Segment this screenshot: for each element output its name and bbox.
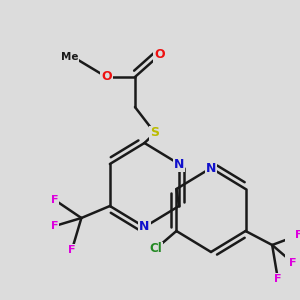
Text: F: F	[68, 245, 76, 255]
Text: F: F	[51, 221, 59, 231]
Text: Cl: Cl	[149, 242, 162, 256]
Text: Me: Me	[61, 52, 78, 62]
Text: F: F	[274, 274, 282, 284]
Text: N: N	[206, 161, 216, 175]
Text: O: O	[101, 70, 112, 83]
Text: F: F	[289, 258, 297, 268]
Text: F: F	[51, 195, 59, 205]
Text: N: N	[174, 158, 184, 170]
Text: O: O	[154, 49, 165, 62]
Text: N: N	[139, 220, 150, 233]
Text: F: F	[295, 230, 300, 240]
Text: S: S	[150, 127, 159, 140]
